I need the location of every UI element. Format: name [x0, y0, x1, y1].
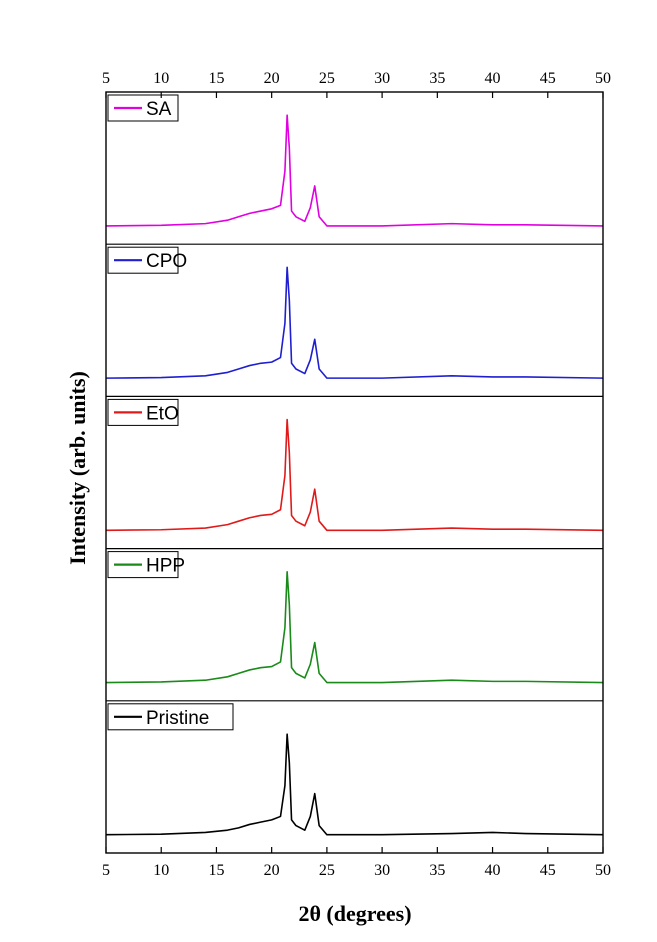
x-tick-label-top: 40 — [485, 70, 501, 87]
legend-cpo: CPO — [107, 246, 187, 274]
x-tick-label-top: 30 — [374, 70, 390, 87]
series-line-pristine — [105, 733, 604, 836]
plot-frame — [105, 91, 604, 854]
axes-layer: 5 5 10 10 15 15 20 20 25 25 30 30 35 35 40 40 45 45 50 50 — [102, 70, 611, 879]
legend-pristine: Pristine — [107, 703, 234, 731]
x-tick-label-bottom: 25 — [319, 862, 335, 879]
x-tick-label-bottom: 30 — [374, 862, 390, 879]
x-axis-title: 2θ (degrees) — [298, 901, 411, 926]
panels-layer: SA CPO EtO HPP Pristine — [105, 94, 604, 836]
x-tick-label-top: 35 — [429, 70, 445, 87]
x-tick-label-bottom: 50 — [595, 862, 611, 879]
x-tick-label-top: 50 — [595, 70, 611, 87]
x-tick-label-top: 20 — [264, 70, 280, 87]
x-tick-label-bottom: 15 — [208, 862, 224, 879]
x-tick-label-bottom: 20 — [264, 862, 280, 879]
legend-eto: EtO — [107, 398, 179, 426]
x-tick-label-bottom: 35 — [429, 862, 445, 879]
series-line-sa — [105, 114, 604, 227]
x-tick-label-bottom: 5 — [102, 862, 110, 879]
x-tick-label-top: 15 — [208, 70, 224, 87]
x-tick-label-bottom: 10 — [153, 862, 169, 879]
x-tick-label-top: 25 — [319, 70, 335, 87]
legend-label: EtO — [146, 403, 179, 424]
series-line-hpp — [105, 570, 604, 684]
legend-label: Pristine — [146, 708, 209, 729]
legend-hpp: HPP — [107, 551, 185, 579]
legend-label: HPP — [146, 556, 185, 577]
x-tick-label-bottom: 40 — [485, 862, 501, 879]
legend-label: CPO — [146, 251, 187, 272]
series-line-eto — [105, 418, 604, 532]
x-tick-label-top: 5 — [102, 70, 110, 87]
series-line-cpo — [105, 266, 604, 379]
legend-label: SA — [146, 99, 172, 120]
x-tick-label-top: 45 — [540, 70, 556, 87]
legend-box — [107, 94, 179, 122]
x-tick-label-top: 10 — [153, 70, 169, 87]
legend-sa: SA — [107, 94, 179, 122]
y-axis-title: Intensity (arb. units) — [65, 371, 90, 565]
legend-box — [107, 246, 179, 274]
x-tick-label-bottom: 45 — [540, 862, 556, 879]
